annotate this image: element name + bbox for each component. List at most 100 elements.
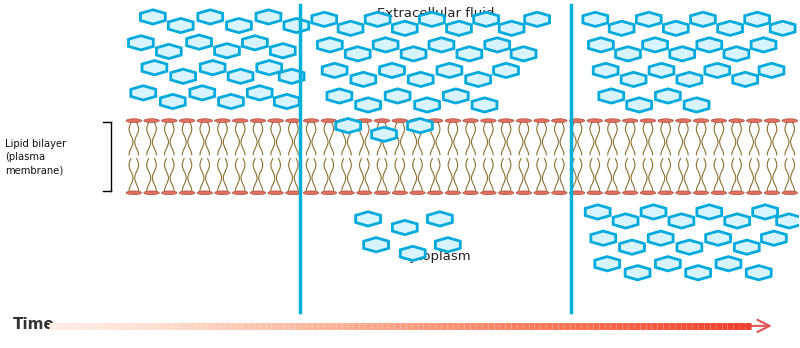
Ellipse shape bbox=[445, 191, 461, 195]
Polygon shape bbox=[142, 61, 167, 75]
Ellipse shape bbox=[587, 191, 602, 195]
Polygon shape bbox=[759, 63, 784, 78]
Polygon shape bbox=[599, 89, 624, 103]
Polygon shape bbox=[351, 72, 376, 87]
Polygon shape bbox=[648, 231, 673, 245]
Polygon shape bbox=[583, 12, 608, 26]
Polygon shape bbox=[655, 256, 680, 271]
Ellipse shape bbox=[534, 191, 550, 195]
Polygon shape bbox=[366, 12, 390, 26]
Polygon shape bbox=[697, 38, 722, 52]
Ellipse shape bbox=[250, 191, 266, 195]
Text: Cytoplasm: Cytoplasm bbox=[401, 250, 471, 263]
Polygon shape bbox=[336, 119, 361, 133]
Ellipse shape bbox=[214, 119, 230, 122]
Ellipse shape bbox=[711, 119, 726, 122]
Polygon shape bbox=[770, 21, 795, 35]
Polygon shape bbox=[591, 231, 616, 245]
Polygon shape bbox=[385, 89, 410, 103]
Polygon shape bbox=[356, 98, 381, 112]
Polygon shape bbox=[626, 98, 651, 112]
Polygon shape bbox=[663, 21, 688, 35]
Ellipse shape bbox=[144, 191, 159, 195]
Polygon shape bbox=[364, 238, 389, 252]
Polygon shape bbox=[168, 18, 193, 33]
Polygon shape bbox=[141, 10, 166, 24]
Polygon shape bbox=[270, 44, 295, 58]
Ellipse shape bbox=[463, 191, 478, 195]
Ellipse shape bbox=[570, 119, 585, 122]
Polygon shape bbox=[457, 47, 482, 61]
Polygon shape bbox=[725, 214, 750, 228]
Polygon shape bbox=[435, 238, 460, 252]
Polygon shape bbox=[446, 21, 471, 35]
Polygon shape bbox=[443, 89, 468, 103]
Ellipse shape bbox=[746, 191, 762, 195]
Ellipse shape bbox=[675, 191, 691, 195]
Polygon shape bbox=[427, 212, 452, 226]
Ellipse shape bbox=[392, 191, 407, 195]
Polygon shape bbox=[499, 21, 524, 35]
Polygon shape bbox=[472, 98, 497, 112]
Text: Extracellular fluid: Extracellular fluid bbox=[377, 7, 494, 19]
Ellipse shape bbox=[658, 119, 674, 122]
Polygon shape bbox=[279, 69, 304, 84]
Polygon shape bbox=[649, 63, 674, 78]
Polygon shape bbox=[156, 44, 182, 58]
Polygon shape bbox=[777, 214, 800, 228]
Ellipse shape bbox=[179, 191, 195, 195]
Polygon shape bbox=[322, 63, 347, 78]
Polygon shape bbox=[186, 35, 211, 49]
Polygon shape bbox=[429, 38, 454, 52]
Polygon shape bbox=[256, 10, 281, 24]
Ellipse shape bbox=[427, 119, 443, 122]
Polygon shape bbox=[733, 72, 758, 87]
Text: Time: Time bbox=[14, 317, 55, 332]
Ellipse shape bbox=[764, 191, 780, 195]
Polygon shape bbox=[247, 86, 272, 100]
Ellipse shape bbox=[410, 191, 426, 195]
Ellipse shape bbox=[711, 191, 726, 195]
Ellipse shape bbox=[658, 191, 674, 195]
Ellipse shape bbox=[729, 191, 744, 195]
Ellipse shape bbox=[729, 119, 744, 122]
Ellipse shape bbox=[640, 191, 656, 195]
Ellipse shape bbox=[445, 119, 461, 122]
Polygon shape bbox=[392, 21, 418, 35]
Polygon shape bbox=[686, 266, 710, 280]
Ellipse shape bbox=[694, 191, 709, 195]
Polygon shape bbox=[494, 63, 518, 78]
Polygon shape bbox=[274, 94, 299, 109]
Ellipse shape bbox=[551, 119, 567, 122]
Polygon shape bbox=[655, 89, 680, 103]
Ellipse shape bbox=[516, 191, 532, 195]
Polygon shape bbox=[734, 240, 759, 254]
Polygon shape bbox=[762, 231, 786, 245]
Ellipse shape bbox=[675, 119, 691, 122]
Polygon shape bbox=[511, 47, 536, 61]
Ellipse shape bbox=[498, 119, 514, 122]
Polygon shape bbox=[226, 18, 251, 33]
Polygon shape bbox=[615, 47, 641, 61]
Polygon shape bbox=[218, 94, 243, 109]
Polygon shape bbox=[684, 98, 709, 112]
Polygon shape bbox=[753, 205, 778, 219]
Ellipse shape bbox=[338, 119, 354, 122]
Polygon shape bbox=[407, 119, 432, 133]
Polygon shape bbox=[636, 12, 661, 26]
Ellipse shape bbox=[338, 191, 354, 195]
Polygon shape bbox=[401, 47, 426, 61]
Ellipse shape bbox=[303, 119, 319, 122]
Ellipse shape bbox=[321, 191, 337, 195]
Polygon shape bbox=[621, 72, 646, 87]
Ellipse shape bbox=[410, 119, 426, 122]
Ellipse shape bbox=[516, 119, 532, 122]
Ellipse shape bbox=[126, 119, 142, 122]
Ellipse shape bbox=[268, 191, 283, 195]
Polygon shape bbox=[129, 36, 154, 50]
Polygon shape bbox=[619, 240, 645, 254]
Ellipse shape bbox=[126, 191, 142, 195]
Ellipse shape bbox=[303, 191, 319, 195]
Polygon shape bbox=[716, 256, 741, 271]
Polygon shape bbox=[437, 63, 462, 78]
